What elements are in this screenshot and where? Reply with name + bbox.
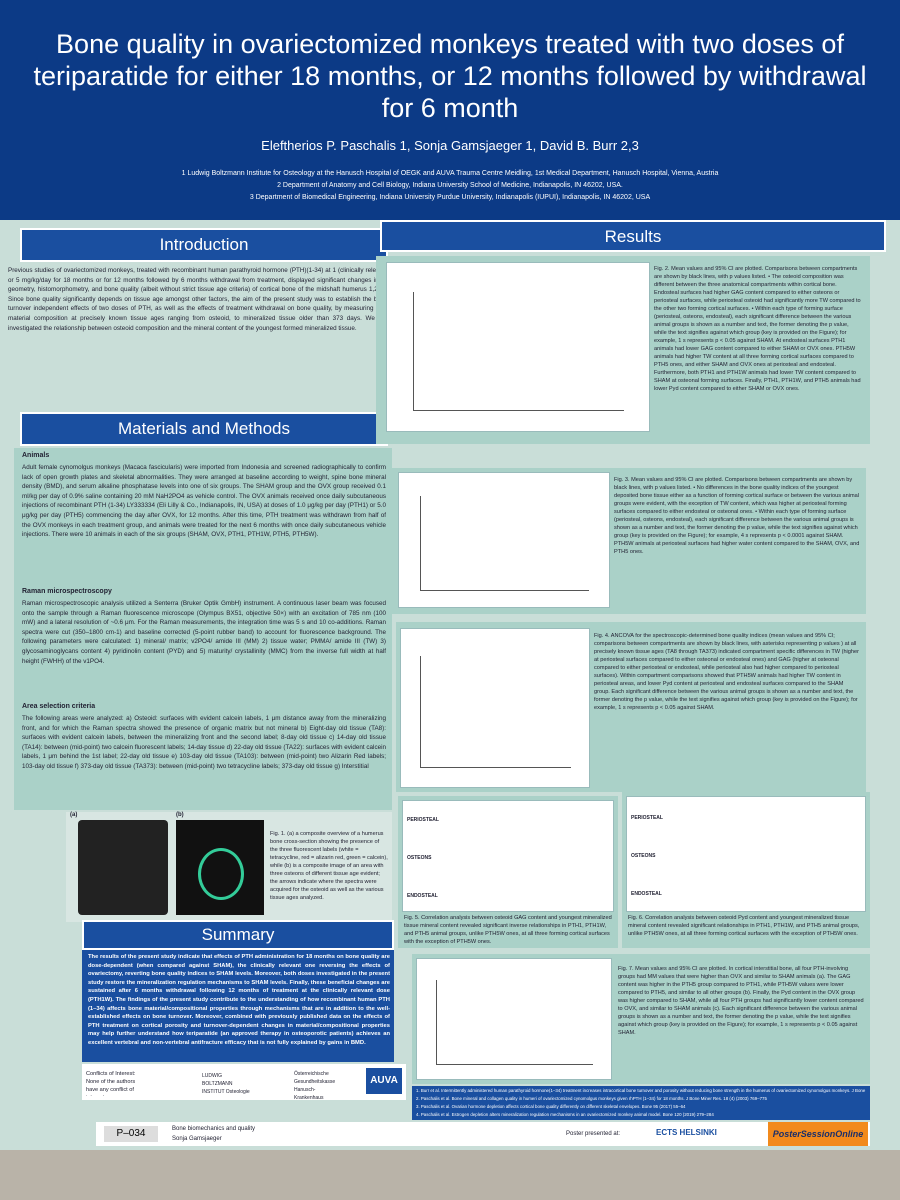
row-label: PERIOSTEAL <box>631 815 663 821</box>
figure-image: PERIOSTEAL OSTEONS ENDOSTEAL <box>626 796 866 912</box>
logo: AUVA <box>366 1068 402 1094</box>
figure-image: PERIOSTEAL OSTEONS ENDOSTEAL <box>402 800 614 912</box>
affiliation: 3 Department of Biomedical Engineering, … <box>249 194 651 201</box>
row-label: PERIOSTEAL <box>407 817 439 823</box>
animals-text: Adult female cynomolgus monkeys (Macaca … <box>22 464 386 539</box>
methods-panel <box>14 448 392 810</box>
reference: 4. Paschalis et al. Estrogen depletion a… <box>416 1112 714 1117</box>
congress: ECTS HELSINKI <box>656 1128 717 1137</box>
figure-caption: Fig. 7. Mean values and 95% CI are plott… <box>618 966 864 1036</box>
raman-text: Raman microspectroscopic analysis utiliz… <box>22 600 386 665</box>
figure-caption: Fig. 5. Correlation analysis between ost… <box>404 915 612 945</box>
figure-image <box>386 262 650 432</box>
figure-caption: Fig. 3. Mean values and 95% CI are plott… <box>614 477 860 555</box>
logo: LUDWIG BOLTZMANN INSTITUT Osteologie <box>202 1073 250 1095</box>
reference: 3. Paschalis et al. Ovarian hormone depl… <box>416 1104 686 1109</box>
section-heading: Materials and Methods <box>20 412 388 446</box>
logo: Hanusch-Krankenhaus <box>294 1087 324 1101</box>
subheading: Raman microspectroscopy <box>22 588 112 595</box>
figure-image <box>398 472 610 608</box>
figure-caption: Fig. 6. Correlation analysis between ost… <box>628 915 860 937</box>
poster-title: Bone quality in ovariectomized monkeys t… <box>33 29 867 123</box>
figure-label: (b) <box>176 812 184 818</box>
figure-label: (a) <box>70 812 78 818</box>
osteon-graphic <box>198 848 244 900</box>
logo: Österreichische Gesundheitskasse <box>294 1071 336 1085</box>
section-heading: Introduction <box>20 228 388 262</box>
row-label: OSTEONS <box>407 855 432 861</box>
reference: 2. Paschalis et al. Bone mineral and col… <box>416 1096 767 1101</box>
row-label: OSTEONS <box>631 853 656 859</box>
brand-logo: PosterSessionOnline <box>768 1122 868 1146</box>
figure1-image-b <box>176 820 264 915</box>
references-panel: 1. Burr et al. Intermittently administer… <box>412 1086 870 1120</box>
figure-caption: Fig. 4. ANCOVA for the spectroscopic-det… <box>594 633 859 711</box>
session: Bone biomechanics and quality <box>172 1126 256 1132</box>
presenter: Sonja Gamsjaeger <box>172 1136 222 1142</box>
reference: 1. Burr et al. Intermittently administer… <box>416 1088 866 1093</box>
logo-bar: Conflicts of Interest: None of the autho… <box>82 1064 406 1101</box>
figure-image <box>416 958 612 1080</box>
areas-text: The following areas were analyzed: a) Os… <box>22 715 386 770</box>
figure-caption: Fig. 2. Mean values and 95% CI are plott… <box>654 266 861 392</box>
affiliation: 2 Department of Anatomy and Cell Biology… <box>277 182 623 189</box>
authors: Eleftherios P. Paschalis 1, Sonja Gamsja… <box>261 138 639 153</box>
figure1-image-a <box>78 820 168 915</box>
subheading: Animals <box>22 452 50 459</box>
conflicts: Conflicts of Interest: None of the autho… <box>86 1071 136 1096</box>
subheading: Area selection criteria <box>22 703 96 710</box>
row-label: ENDOSTEAL <box>631 891 662 897</box>
row-label: ENDOSTEAL <box>407 893 438 899</box>
presented-at: Poster presented at: <box>566 1131 621 1137</box>
poster-id: P–034 <box>104 1126 158 1142</box>
summary-panel <box>82 950 394 1062</box>
intro-text: Previous studies of ovariectomized monke… <box>8 267 390 332</box>
summary-text: The results of the present study indicat… <box>88 954 390 1046</box>
section-heading: Results <box>380 220 886 252</box>
section-heading: Summary <box>82 920 394 950</box>
footer-bar: P–034 Bone biomechanics and quality Sonj… <box>96 1122 870 1146</box>
figure-image <box>400 628 590 788</box>
poster-header: Bone quality in ovariectomized monkeys t… <box>0 0 900 220</box>
affiliation: 1 Ludwig Boltzmann Institute for Osteolo… <box>181 170 719 177</box>
figure-caption: Fig. 1. (a) a composite overview of a hu… <box>270 831 388 901</box>
